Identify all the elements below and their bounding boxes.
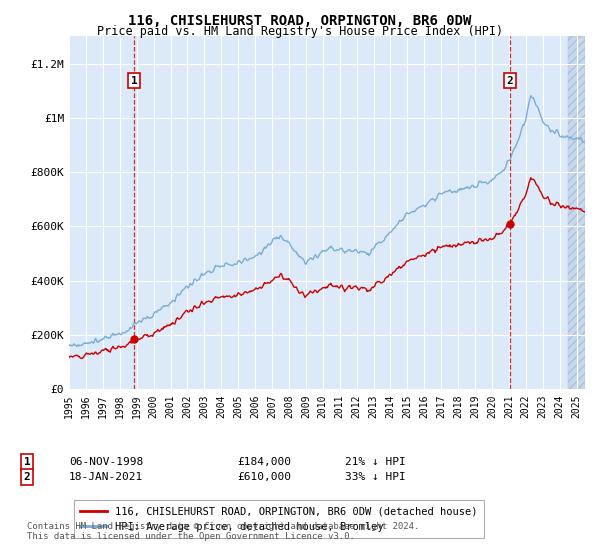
Text: 2: 2 [506,76,513,86]
Text: 1: 1 [23,457,31,467]
Text: 18-JAN-2021: 18-JAN-2021 [69,472,143,482]
Text: Price paid vs. HM Land Registry's House Price Index (HPI): Price paid vs. HM Land Registry's House … [97,25,503,38]
Text: 116, CHISLEHURST ROAD, ORPINGTON, BR6 0DW: 116, CHISLEHURST ROAD, ORPINGTON, BR6 0D… [128,14,472,28]
Text: 2: 2 [23,472,31,482]
Text: 21% ↓ HPI: 21% ↓ HPI [345,457,406,467]
Bar [568,36,585,389]
Text: Contains HM Land Registry data © Crown copyright and database right 2024.
This d: Contains HM Land Registry data © Crown c… [27,522,419,542]
Text: 06-NOV-1998: 06-NOV-1998 [69,457,143,467]
Bar [568,36,585,389]
Text: 33% ↓ HPI: 33% ↓ HPI [345,472,406,482]
Text: £184,000: £184,000 [237,457,291,467]
Text: 1: 1 [131,76,137,86]
Legend: 116, CHISLEHURST ROAD, ORPINGTON, BR6 0DW (detached house), HPI: Average price, : 116, CHISLEHURST ROAD, ORPINGTON, BR6 0D… [74,500,484,538]
Text: £610,000: £610,000 [237,472,291,482]
